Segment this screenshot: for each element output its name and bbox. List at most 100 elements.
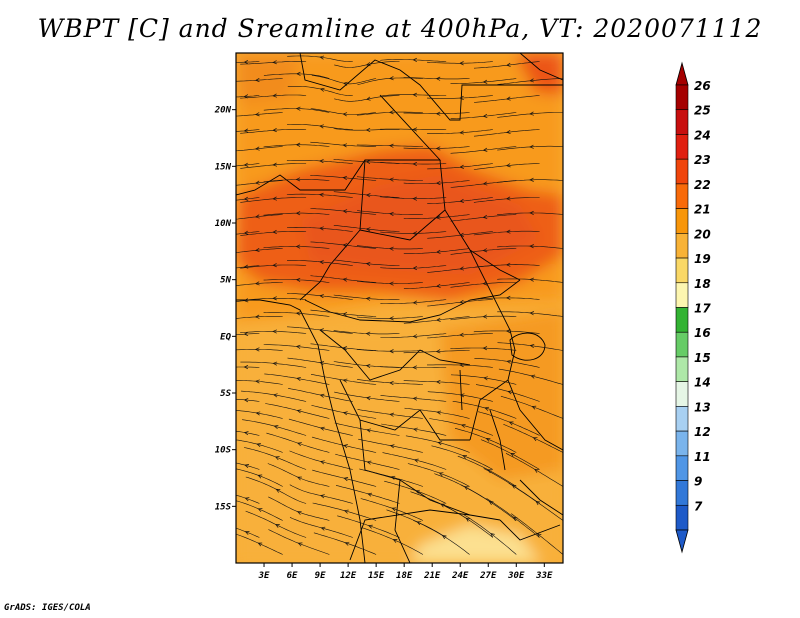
colorbar-swatch bbox=[675, 282, 689, 308]
streamline-arrow bbox=[389, 177, 394, 182]
streamline-arrow bbox=[529, 244, 534, 249]
streamline-arrow bbox=[529, 277, 535, 282]
streamline-arrow bbox=[535, 500, 541, 506]
streamline-arrow bbox=[272, 361, 278, 366]
streamline bbox=[236, 282, 283, 286]
streamline-arrow bbox=[367, 524, 373, 529]
colorbar-swatch bbox=[675, 208, 689, 234]
streamline-arrow bbox=[254, 347, 260, 352]
lat-tick-label: 10N bbox=[215, 219, 232, 229]
streamline-arrow bbox=[532, 437, 538, 442]
colorbar-label: 17 bbox=[694, 302, 711, 316]
streamline-arrow bbox=[412, 265, 418, 271]
lat-tick-label: EQ bbox=[220, 332, 231, 342]
streamline-arrow bbox=[243, 298, 249, 303]
streamline-arrow bbox=[319, 393, 325, 398]
streamline bbox=[236, 180, 283, 186]
lat-tick-label: 5N bbox=[220, 276, 231, 286]
streamline bbox=[236, 366, 260, 368]
streamline-arrow bbox=[436, 410, 442, 415]
streamline-arrow bbox=[389, 444, 395, 449]
streamline-arrow bbox=[273, 424, 279, 429]
streamline-arrow bbox=[412, 334, 418, 339]
streamline-arrow bbox=[506, 62, 511, 67]
streamline-arrow bbox=[244, 464, 250, 468]
streamline-arrow bbox=[389, 143, 394, 148]
streamline bbox=[236, 112, 283, 117]
streamline-arrow bbox=[319, 226, 324, 231]
lon-tick-label: 24E bbox=[451, 571, 469, 581]
streamline-arrow bbox=[484, 406, 490, 411]
streamline-arrow bbox=[274, 456, 280, 461]
streamline-arrow bbox=[272, 127, 277, 133]
streamline-arrow bbox=[342, 81, 348, 86]
streamline-arrow bbox=[529, 210, 534, 216]
streamline-arrow bbox=[365, 193, 371, 198]
streamline bbox=[236, 197, 260, 201]
streamline-arrow bbox=[243, 59, 249, 65]
streamline-arrow bbox=[366, 96, 371, 101]
streamline-arrow bbox=[505, 262, 511, 267]
streamline-arrow bbox=[529, 144, 534, 149]
streamline-arrow bbox=[365, 396, 371, 401]
streamline-arrow bbox=[413, 427, 418, 432]
streamline-arrow bbox=[510, 453, 515, 457]
colorbar-swatch bbox=[675, 331, 689, 358]
streamline-arrow bbox=[255, 411, 261, 416]
streamline-arrow bbox=[257, 508, 263, 513]
streamline-arrow bbox=[319, 55, 325, 60]
colorbar-label: 15 bbox=[694, 351, 711, 365]
colorbar-swatch bbox=[675, 356, 689, 382]
streamline-arrow bbox=[367, 492, 372, 497]
streamline-arrow bbox=[508, 421, 514, 426]
streamline-arrow bbox=[413, 458, 419, 463]
streamline-arrow bbox=[482, 79, 488, 84]
streamline-arrow bbox=[243, 196, 249, 201]
streamline-arrow bbox=[531, 405, 537, 410]
streamline-arrow bbox=[255, 180, 260, 185]
streamline-arrow bbox=[505, 130, 511, 135]
streamline bbox=[236, 299, 260, 302]
streamline bbox=[236, 129, 260, 132]
streamline-arrow bbox=[412, 57, 418, 63]
streamline-arrow bbox=[482, 281, 488, 286]
lat-tick-label: 10S bbox=[215, 446, 232, 456]
streamline-arrow bbox=[272, 93, 277, 98]
streamline-arrow bbox=[412, 396, 418, 401]
lon-tick-label: 27E bbox=[479, 571, 497, 581]
streamline-arrow bbox=[435, 146, 441, 151]
streamline-arrow bbox=[365, 127, 371, 133]
streamline-arrow bbox=[529, 78, 534, 83]
colorbar: 26 25 24 23 22 21 20 19 18 17 16 15 14 13 12 11 9 7 bbox=[675, 61, 711, 554]
streamline-arrow bbox=[295, 211, 301, 216]
streamlines bbox=[236, 55, 563, 555]
streamline-arrow bbox=[342, 209, 348, 214]
streamline-arrow bbox=[319, 159, 324, 164]
streamline-arrow bbox=[459, 164, 465, 169]
streamline bbox=[236, 95, 260, 98]
streamline-arrow bbox=[389, 412, 395, 417]
streamline-arrow bbox=[389, 211, 394, 217]
streamline-arrow bbox=[366, 460, 372, 465]
streamline-arrow bbox=[505, 163, 511, 168]
streamline-arrow bbox=[342, 378, 348, 383]
streamline-arrow bbox=[536, 533, 542, 538]
streamline-arrow bbox=[296, 409, 302, 414]
streamline-arrow bbox=[256, 442, 262, 447]
colorbar-label: 20 bbox=[694, 227, 711, 241]
streamline bbox=[236, 430, 260, 436]
colorbar-swatch bbox=[675, 109, 689, 135]
streamline-arrow bbox=[365, 331, 371, 336]
streamline-arrow bbox=[297, 542, 303, 547]
streamline-arrow bbox=[319, 260, 324, 265]
streamline-arrow bbox=[254, 281, 260, 286]
colorbar-label: 7 bbox=[694, 499, 703, 513]
streamline-arrow bbox=[243, 398, 249, 403]
streamline-arrow bbox=[412, 92, 418, 97]
colorbar-swatch bbox=[675, 84, 689, 111]
streamline-arrow bbox=[506, 359, 512, 364]
streamline-arrow bbox=[459, 266, 465, 271]
streamline-arrow bbox=[320, 526, 326, 531]
streamline-arrow bbox=[435, 215, 441, 220]
streamline-arrow bbox=[483, 376, 488, 381]
